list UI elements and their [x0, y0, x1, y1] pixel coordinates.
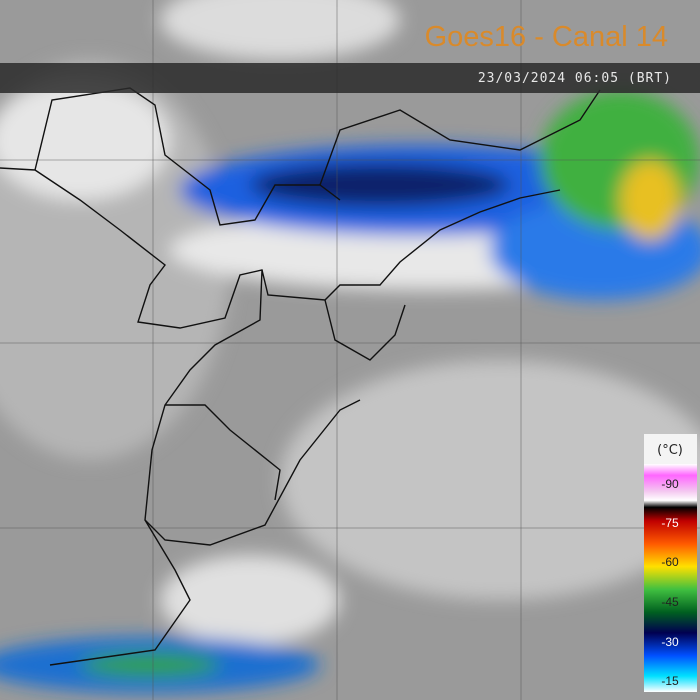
- legend-label: -45: [661, 595, 679, 609]
- legend-label: -30: [661, 635, 679, 649]
- legend-label: -60: [661, 555, 679, 569]
- color-bar: [644, 464, 697, 692]
- borders: [0, 87, 601, 666]
- legend-label: -15: [661, 674, 679, 688]
- legend-unit: (°C): [657, 443, 683, 458]
- timestamp: 23/03/2024 06:05 (BRT): [478, 71, 672, 86]
- legend-label: -75: [661, 516, 679, 530]
- legend-unit-box: [644, 434, 697, 464]
- legend-label: -90: [661, 477, 679, 491]
- map-title: Goes16 - Canal 14: [425, 21, 668, 53]
- color-legend: (°C) -90 -75 -60 -45 -30 -15: [644, 434, 697, 692]
- timestamp-bar: [0, 63, 700, 93]
